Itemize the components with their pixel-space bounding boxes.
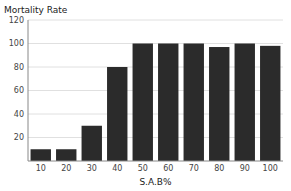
bar (260, 46, 280, 161)
bar (184, 44, 204, 162)
x-tick-label: 10 (36, 164, 46, 173)
x-tick-label: 70 (189, 164, 199, 173)
y-tick-label: 40 (14, 110, 24, 119)
chart: 20 40 60 80 100 120 10 20 30 40 50 60 70 80 90 100 S.A.B… (0, 0, 291, 191)
x-tick-label: 30 (87, 164, 97, 173)
x-tick-label: 20 (61, 164, 71, 173)
bars (31, 44, 281, 162)
y-tick-label: 20 (14, 133, 24, 142)
y-axis-line (28, 20, 29, 161)
grid-line (28, 20, 283, 21)
y-tick-label: 120 (9, 16, 24, 25)
bar (133, 44, 153, 162)
bar (158, 44, 178, 162)
bar (209, 47, 229, 161)
x-tick-label: 50 (138, 164, 148, 173)
x-axis-line (28, 161, 283, 162)
x-tick-label: 90 (240, 164, 250, 173)
y-tick-label: 80 (14, 63, 24, 72)
bar (235, 44, 255, 162)
x-tick-label: 100 (263, 164, 278, 173)
x-tick-label: 80 (214, 164, 224, 173)
x-tick-label: 40 (112, 164, 122, 173)
bar (31, 149, 51, 161)
bar (56, 149, 76, 161)
y-axis-label: Mortality Rate (4, 5, 68, 15)
x-tick-label: 60 (163, 164, 173, 173)
x-axis-label: S.A.B% (139, 177, 172, 187)
bar (82, 126, 102, 161)
y-tick-label: 100 (9, 39, 24, 48)
y-tick-label: 60 (14, 86, 24, 95)
bar (107, 67, 127, 161)
